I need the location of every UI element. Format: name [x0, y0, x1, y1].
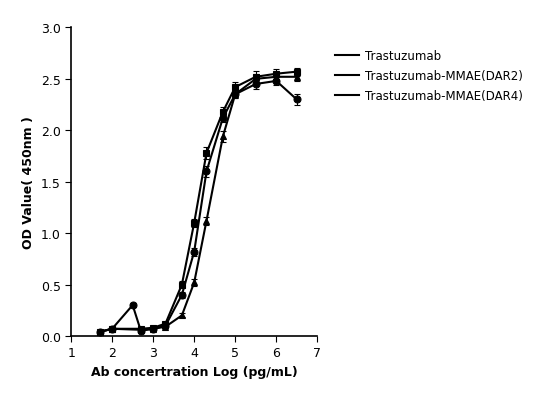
Trastuzumab: [138, 328, 144, 333]
Trastuzumab-MMAE(DAR4): [162, 324, 168, 329]
Trastuzumab-MMAE(DAR2): [273, 72, 280, 77]
Line: Trastuzumab-MMAE(DAR2): Trastuzumab-MMAE(DAR2): [100, 72, 296, 332]
Trastuzumab: [219, 116, 226, 121]
Trastuzumab-MMAE(DAR4): [138, 328, 144, 333]
Trastuzumab-MMAE(DAR4): [150, 326, 156, 331]
Trastuzumab: [293, 98, 300, 102]
Trastuzumab-MMAE(DAR2): [252, 75, 259, 80]
Trastuzumab: [252, 82, 259, 87]
Trastuzumab-MMAE(DAR4): [219, 135, 226, 140]
Trastuzumab: [178, 293, 185, 298]
Trastuzumab-MMAE(DAR2): [219, 110, 226, 115]
Trastuzumab-MMAE(DAR2): [178, 282, 185, 287]
X-axis label: Ab concertration Log (pg/mL): Ab concertration Log (pg/mL): [91, 365, 298, 378]
Trastuzumab-MMAE(DAR4): [109, 326, 115, 331]
Y-axis label: OD Value( 450nm ): OD Value( 450nm ): [22, 116, 35, 249]
Trastuzumab: [162, 324, 168, 328]
Trastuzumab: [232, 93, 238, 98]
Trastuzumab: [150, 326, 156, 331]
Trastuzumab-MMAE(DAR4): [178, 313, 185, 318]
Trastuzumab-MMAE(DAR4): [252, 77, 259, 82]
Trastuzumab: [191, 249, 197, 254]
Trastuzumab: [129, 303, 136, 308]
Trastuzumab-MMAE(DAR2): [203, 151, 210, 156]
Trastuzumab-MMAE(DAR2): [293, 70, 300, 75]
Trastuzumab-MMAE(DAR4): [273, 75, 280, 80]
Trastuzumab-MMAE(DAR4): [203, 219, 210, 224]
Trastuzumab: [203, 170, 210, 175]
Trastuzumab-MMAE(DAR2): [96, 330, 103, 335]
Trastuzumab-MMAE(DAR2): [232, 85, 238, 90]
Trastuzumab-MMAE(DAR4): [232, 93, 238, 98]
Trastuzumab: [96, 330, 103, 335]
Line: Trastuzumab-MMAE(DAR4): Trastuzumab-MMAE(DAR4): [100, 78, 296, 332]
Trastuzumab: [109, 326, 115, 331]
Trastuzumab-MMAE(DAR2): [150, 326, 156, 330]
Trastuzumab-MMAE(DAR4): [96, 330, 103, 335]
Line: Trastuzumab: Trastuzumab: [100, 82, 296, 332]
Trastuzumab-MMAE(DAR2): [191, 221, 197, 226]
Legend: Trastuzumab, Trastuzumab-MMAE(DAR2), Trastuzumab-MMAE(DAR4): Trastuzumab, Trastuzumab-MMAE(DAR2), Tra…: [335, 50, 523, 102]
Trastuzumab: [273, 79, 280, 84]
Trastuzumab-MMAE(DAR4): [293, 75, 300, 80]
Trastuzumab-MMAE(DAR4): [191, 280, 197, 285]
Trastuzumab-MMAE(DAR2): [109, 326, 115, 331]
Trastuzumab-MMAE(DAR2): [138, 326, 144, 331]
Trastuzumab-MMAE(DAR2): [162, 322, 168, 326]
